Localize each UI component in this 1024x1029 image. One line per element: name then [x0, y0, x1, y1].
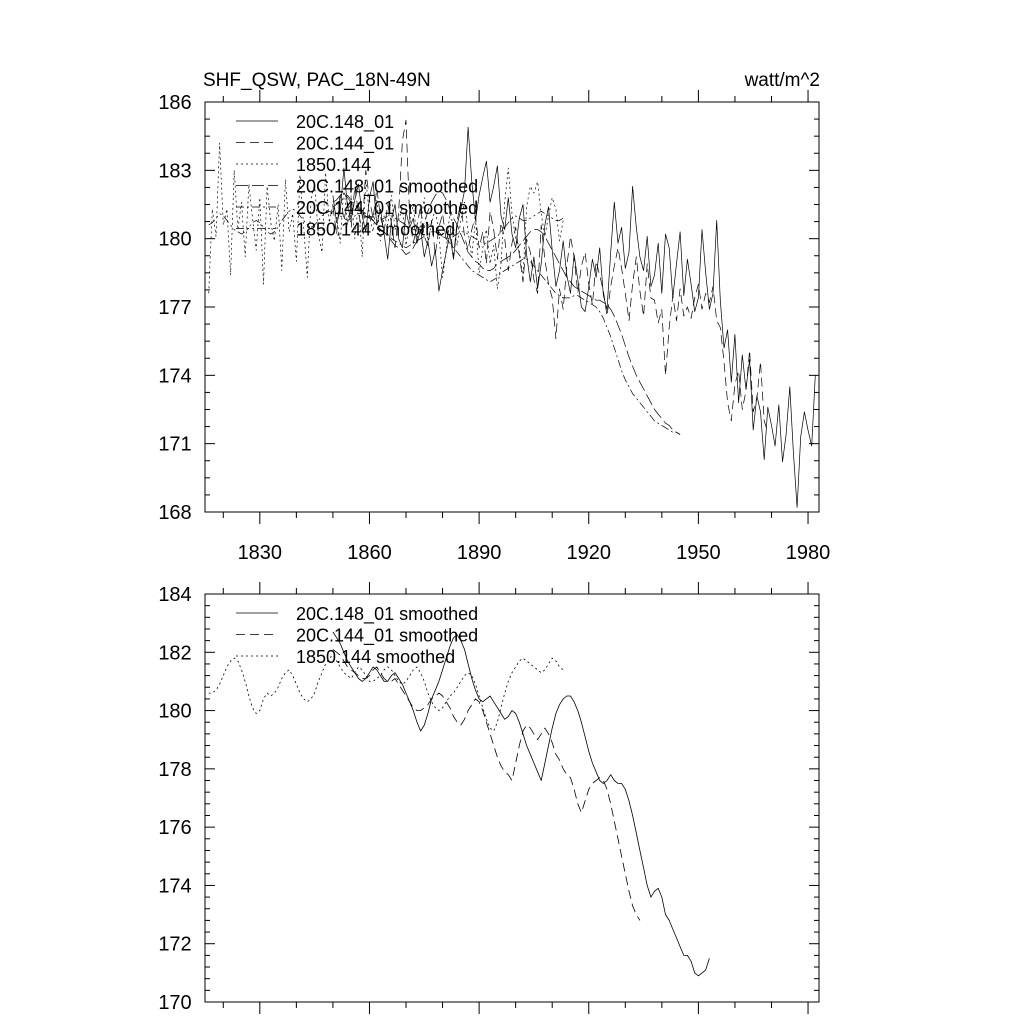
y-tick-label: 174	[158, 875, 191, 897]
y-tick-label: 180	[158, 701, 191, 723]
legend-label: 20C.148_01 smoothed	[296, 177, 478, 198]
series-line-5	[332, 195, 681, 435]
series-group	[208, 119, 816, 508]
legend-label: 1850.144 smoothed	[296, 647, 455, 667]
plot-frame	[204, 593, 820, 1003]
series-line-2	[332, 649, 641, 921]
x-tick-label: 1950	[676, 542, 721, 564]
y-tick-label: 174	[158, 365, 191, 387]
x-tick-label: 1860	[347, 542, 392, 564]
legend-label: 20C.144_01 smoothed	[296, 626, 478, 647]
legend-label: 20C.144_01 smoothed	[296, 198, 478, 219]
series-line-2	[332, 119, 769, 433]
y-tick-label: 178	[158, 759, 191, 781]
y-tick-label: 168	[158, 502, 191, 524]
series-line-6	[208, 208, 564, 244]
top-panel: 168 171 174 177 180 183 186 1830 1860 1890 1920 195…	[158, 90, 830, 564]
x-tick-label: 1830	[238, 542, 283, 564]
x-tick-label: 1890	[457, 542, 502, 564]
series-line-1	[332, 126, 816, 508]
y-tick-label: 184	[158, 584, 191, 606]
legend-label: 1850.144	[296, 155, 371, 175]
bottom-panel: 170 172 174 176 178 180 182 184 20C.148_01 smoot…	[158, 582, 820, 1014]
legend-label: 1850.144 smoothed	[296, 220, 455, 240]
x-tick-label: 1980	[786, 542, 831, 564]
series-line-1	[332, 631, 710, 977]
series-line-4	[332, 190, 681, 435]
y-tick-label: 180	[158, 229, 191, 251]
legend-label: 20C.148_01 smoothed	[296, 604, 478, 625]
series-line-3	[208, 654, 564, 732]
x-tick-label: 1920	[567, 542, 612, 564]
y-tick-label: 170	[158, 992, 191, 1014]
legend-label: 20C.144_01	[296, 134, 394, 155]
y-tick-label: 176	[158, 817, 191, 839]
series-line-3	[208, 142, 564, 294]
legend-label: 20C.148_01	[296, 112, 394, 133]
units-label: watt/m^2	[744, 70, 820, 91]
y-tick-label: 182	[158, 642, 191, 664]
series-group	[208, 631, 710, 977]
chart-title: SHF_QSW, PAC_18N-49N	[203, 70, 431, 91]
y-tick-label: 177	[158, 297, 191, 319]
y-tick-label: 172	[158, 934, 191, 956]
y-tick-label: 183	[158, 160, 191, 182]
y-tick-label: 186	[158, 92, 191, 114]
y-tick-label: 171	[158, 434, 191, 456]
